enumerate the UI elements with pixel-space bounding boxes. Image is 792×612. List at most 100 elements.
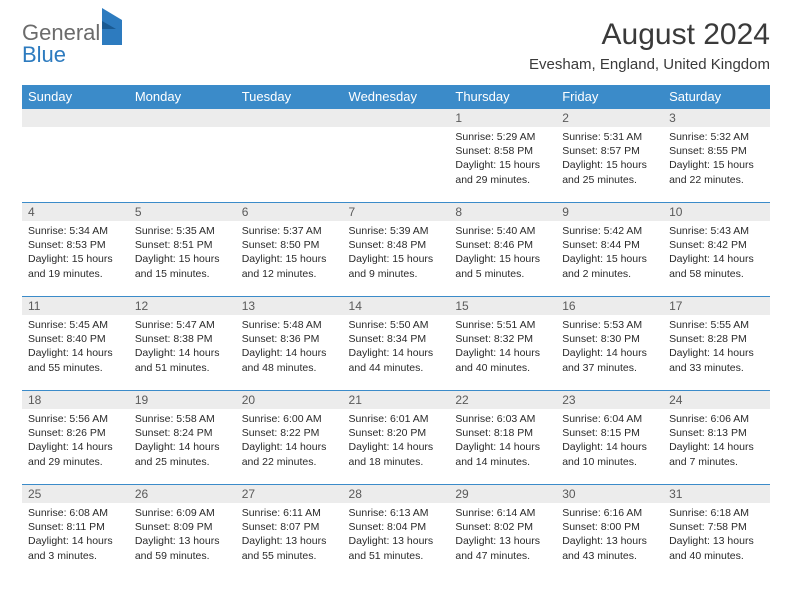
day-details: Sunrise: 5:32 AMSunset: 8:55 PMDaylight:… xyxy=(663,127,770,191)
day-number: 12 xyxy=(129,297,236,315)
day-number: 29 xyxy=(449,485,556,503)
calendar-day-cell: 27Sunrise: 6:11 AMSunset: 8:07 PMDayligh… xyxy=(236,485,343,579)
day-number: 11 xyxy=(22,297,129,315)
weekday-header: Friday xyxy=(556,85,663,109)
day-number: 27 xyxy=(236,485,343,503)
calendar-day-cell: 22Sunrise: 6:03 AMSunset: 8:18 PMDayligh… xyxy=(449,391,556,485)
day-details: Sunrise: 6:11 AMSunset: 8:07 PMDaylight:… xyxy=(236,503,343,567)
weekday-header: Sunday xyxy=(22,85,129,109)
calendar-day-cell: 26Sunrise: 6:09 AMSunset: 8:09 PMDayligh… xyxy=(129,485,236,579)
day-number: 16 xyxy=(556,297,663,315)
weekday-header: Monday xyxy=(129,85,236,109)
day-number: 4 xyxy=(22,203,129,221)
brand-logo: General Blue xyxy=(22,22,122,66)
calendar-day-cell: 14Sunrise: 5:50 AMSunset: 8:34 PMDayligh… xyxy=(343,297,450,391)
calendar-day-cell xyxy=(343,109,450,203)
calendar-day-cell: 5Sunrise: 5:35 AMSunset: 8:51 PMDaylight… xyxy=(129,203,236,297)
calendar-day-cell: 20Sunrise: 6:00 AMSunset: 8:22 PMDayligh… xyxy=(236,391,343,485)
day-details: Sunrise: 5:53 AMSunset: 8:30 PMDaylight:… xyxy=(556,315,663,379)
calendar-day-cell: 3Sunrise: 5:32 AMSunset: 8:55 PMDaylight… xyxy=(663,109,770,203)
day-details: Sunrise: 6:13 AMSunset: 8:04 PMDaylight:… xyxy=(343,503,450,567)
calendar-week-row: 1Sunrise: 5:29 AMSunset: 8:58 PMDaylight… xyxy=(22,109,770,203)
day-number xyxy=(236,109,343,127)
calendar-day-cell: 21Sunrise: 6:01 AMSunset: 8:20 PMDayligh… xyxy=(343,391,450,485)
calendar-day-cell: 17Sunrise: 5:55 AMSunset: 8:28 PMDayligh… xyxy=(663,297,770,391)
day-number: 26 xyxy=(129,485,236,503)
day-details: Sunrise: 6:18 AMSunset: 7:58 PMDaylight:… xyxy=(663,503,770,567)
brand-part2: Blue xyxy=(22,42,66,67)
calendar-week-row: 4Sunrise: 5:34 AMSunset: 8:53 PMDaylight… xyxy=(22,203,770,297)
day-number: 19 xyxy=(129,391,236,409)
day-details: Sunrise: 6:03 AMSunset: 8:18 PMDaylight:… xyxy=(449,409,556,473)
day-details: Sunrise: 5:51 AMSunset: 8:32 PMDaylight:… xyxy=(449,315,556,379)
day-number xyxy=(343,109,450,127)
calendar-day-cell xyxy=(236,109,343,203)
calendar-day-cell: 9Sunrise: 5:42 AMSunset: 8:44 PMDaylight… xyxy=(556,203,663,297)
day-details: Sunrise: 6:14 AMSunset: 8:02 PMDaylight:… xyxy=(449,503,556,567)
day-number: 15 xyxy=(449,297,556,315)
day-number: 3 xyxy=(663,109,770,127)
calendar-day-cell: 16Sunrise: 5:53 AMSunset: 8:30 PMDayligh… xyxy=(556,297,663,391)
calendar-day-cell: 31Sunrise: 6:18 AMSunset: 7:58 PMDayligh… xyxy=(663,485,770,579)
calendar-body: 1Sunrise: 5:29 AMSunset: 8:58 PMDaylight… xyxy=(22,109,770,579)
day-number: 1 xyxy=(449,109,556,127)
title-block: August 2024 Evesham, England, United Kin… xyxy=(529,18,770,73)
location: Evesham, England, United Kingdom xyxy=(529,56,770,73)
day-number: 18 xyxy=(22,391,129,409)
calendar-day-cell: 12Sunrise: 5:47 AMSunset: 8:38 PMDayligh… xyxy=(129,297,236,391)
weekday-header: Wednesday xyxy=(343,85,450,109)
calendar-day-cell: 29Sunrise: 6:14 AMSunset: 8:02 PMDayligh… xyxy=(449,485,556,579)
day-number: 13 xyxy=(236,297,343,315)
day-details: Sunrise: 5:43 AMSunset: 8:42 PMDaylight:… xyxy=(663,221,770,285)
day-details: Sunrise: 6:16 AMSunset: 8:00 PMDaylight:… xyxy=(556,503,663,567)
day-details: Sunrise: 6:04 AMSunset: 8:15 PMDaylight:… xyxy=(556,409,663,473)
calendar-day-cell: 23Sunrise: 6:04 AMSunset: 8:15 PMDayligh… xyxy=(556,391,663,485)
day-number: 6 xyxy=(236,203,343,221)
day-number: 22 xyxy=(449,391,556,409)
weekday-header: Thursday xyxy=(449,85,556,109)
day-details: Sunrise: 5:50 AMSunset: 8:34 PMDaylight:… xyxy=(343,315,450,379)
weekday-header: Saturday xyxy=(663,85,770,109)
day-details: Sunrise: 5:42 AMSunset: 8:44 PMDaylight:… xyxy=(556,221,663,285)
calendar-day-cell: 25Sunrise: 6:08 AMSunset: 8:11 PMDayligh… xyxy=(22,485,129,579)
day-number: 28 xyxy=(343,485,450,503)
day-details: Sunrise: 5:40 AMSunset: 8:46 PMDaylight:… xyxy=(449,221,556,285)
day-number: 20 xyxy=(236,391,343,409)
day-details: Sunrise: 6:01 AMSunset: 8:20 PMDaylight:… xyxy=(343,409,450,473)
weekday-header: Tuesday xyxy=(236,85,343,109)
calendar-day-cell: 8Sunrise: 5:40 AMSunset: 8:46 PMDaylight… xyxy=(449,203,556,297)
day-details: Sunrise: 5:34 AMSunset: 8:53 PMDaylight:… xyxy=(22,221,129,285)
calendar-day-cell: 30Sunrise: 6:16 AMSunset: 8:00 PMDayligh… xyxy=(556,485,663,579)
calendar-day-cell: 24Sunrise: 6:06 AMSunset: 8:13 PMDayligh… xyxy=(663,391,770,485)
calendar-day-cell: 13Sunrise: 5:48 AMSunset: 8:36 PMDayligh… xyxy=(236,297,343,391)
day-number: 10 xyxy=(663,203,770,221)
calendar-day-cell: 11Sunrise: 5:45 AMSunset: 8:40 PMDayligh… xyxy=(22,297,129,391)
day-number: 8 xyxy=(449,203,556,221)
day-details: Sunrise: 5:47 AMSunset: 8:38 PMDaylight:… xyxy=(129,315,236,379)
calendar-day-cell: 18Sunrise: 5:56 AMSunset: 8:26 PMDayligh… xyxy=(22,391,129,485)
day-details: Sunrise: 5:45 AMSunset: 8:40 PMDaylight:… xyxy=(22,315,129,379)
day-number: 24 xyxy=(663,391,770,409)
day-details: Sunrise: 5:56 AMSunset: 8:26 PMDaylight:… xyxy=(22,409,129,473)
month-title: August 2024 xyxy=(529,18,770,52)
day-number xyxy=(22,109,129,127)
day-number xyxy=(129,109,236,127)
day-number: 7 xyxy=(343,203,450,221)
day-number: 2 xyxy=(556,109,663,127)
calendar-day-cell xyxy=(22,109,129,203)
day-number: 5 xyxy=(129,203,236,221)
day-details: Sunrise: 5:31 AMSunset: 8:57 PMDaylight:… xyxy=(556,127,663,191)
day-details: Sunrise: 6:06 AMSunset: 8:13 PMDaylight:… xyxy=(663,409,770,473)
day-details: Sunrise: 6:09 AMSunset: 8:09 PMDaylight:… xyxy=(129,503,236,567)
day-details: Sunrise: 5:39 AMSunset: 8:48 PMDaylight:… xyxy=(343,221,450,285)
calendar-week-row: 11Sunrise: 5:45 AMSunset: 8:40 PMDayligh… xyxy=(22,297,770,391)
calendar-week-row: 25Sunrise: 6:08 AMSunset: 8:11 PMDayligh… xyxy=(22,485,770,579)
day-number: 21 xyxy=(343,391,450,409)
calendar-day-cell: 28Sunrise: 6:13 AMSunset: 8:04 PMDayligh… xyxy=(343,485,450,579)
day-number: 17 xyxy=(663,297,770,315)
day-details: Sunrise: 5:37 AMSunset: 8:50 PMDaylight:… xyxy=(236,221,343,285)
day-details: Sunrise: 6:00 AMSunset: 8:22 PMDaylight:… xyxy=(236,409,343,473)
brand-text: General Blue xyxy=(22,22,122,66)
day-details: Sunrise: 5:58 AMSunset: 8:24 PMDaylight:… xyxy=(129,409,236,473)
calendar-week-row: 18Sunrise: 5:56 AMSunset: 8:26 PMDayligh… xyxy=(22,391,770,485)
